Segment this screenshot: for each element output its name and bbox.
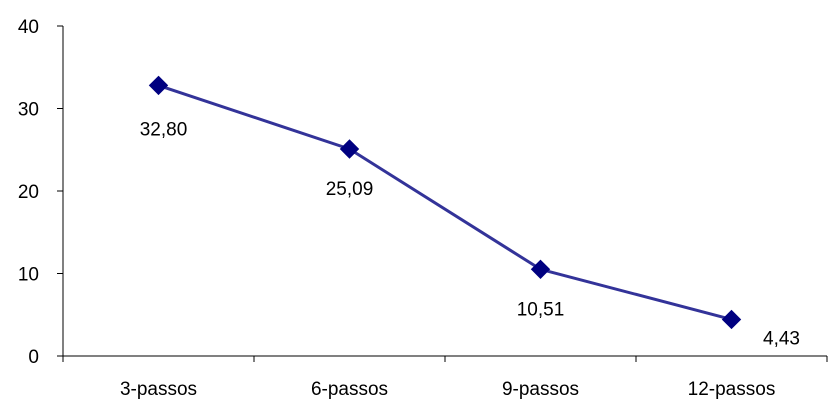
y-tick-label: 30 [18,100,39,121]
data-labels: 32,80 25,09 10,51 4,43 [140,119,800,349]
series-line [158,83,732,321]
x-tick-label: 6-passos [311,379,388,400]
x-tick-label: 9-passos [502,379,579,400]
y-tick-label: 20 [18,182,39,203]
y-ticks: 0 10 20 30 40 [18,17,63,368]
data-label: 32,80 [140,119,188,140]
x-tick-label: 12-passos [688,379,776,400]
data-label: 4,43 [763,328,800,349]
series [148,75,742,330]
data-label: 25,09 [326,179,374,200]
x-ticks: 3-passos 6-passos 9-passos 12-passos [62,356,828,400]
x-tick-label: 3-passos [120,379,197,400]
y-tick-label: 40 [18,17,39,38]
data-label: 10,51 [517,299,565,320]
data-point-marker [721,309,742,330]
y-tick-label: 0 [28,347,39,368]
data-point-marker [339,139,360,159]
data-point-marker [530,259,551,279]
y-tick-label: 10 [18,265,39,286]
data-point-marker [148,75,169,96]
